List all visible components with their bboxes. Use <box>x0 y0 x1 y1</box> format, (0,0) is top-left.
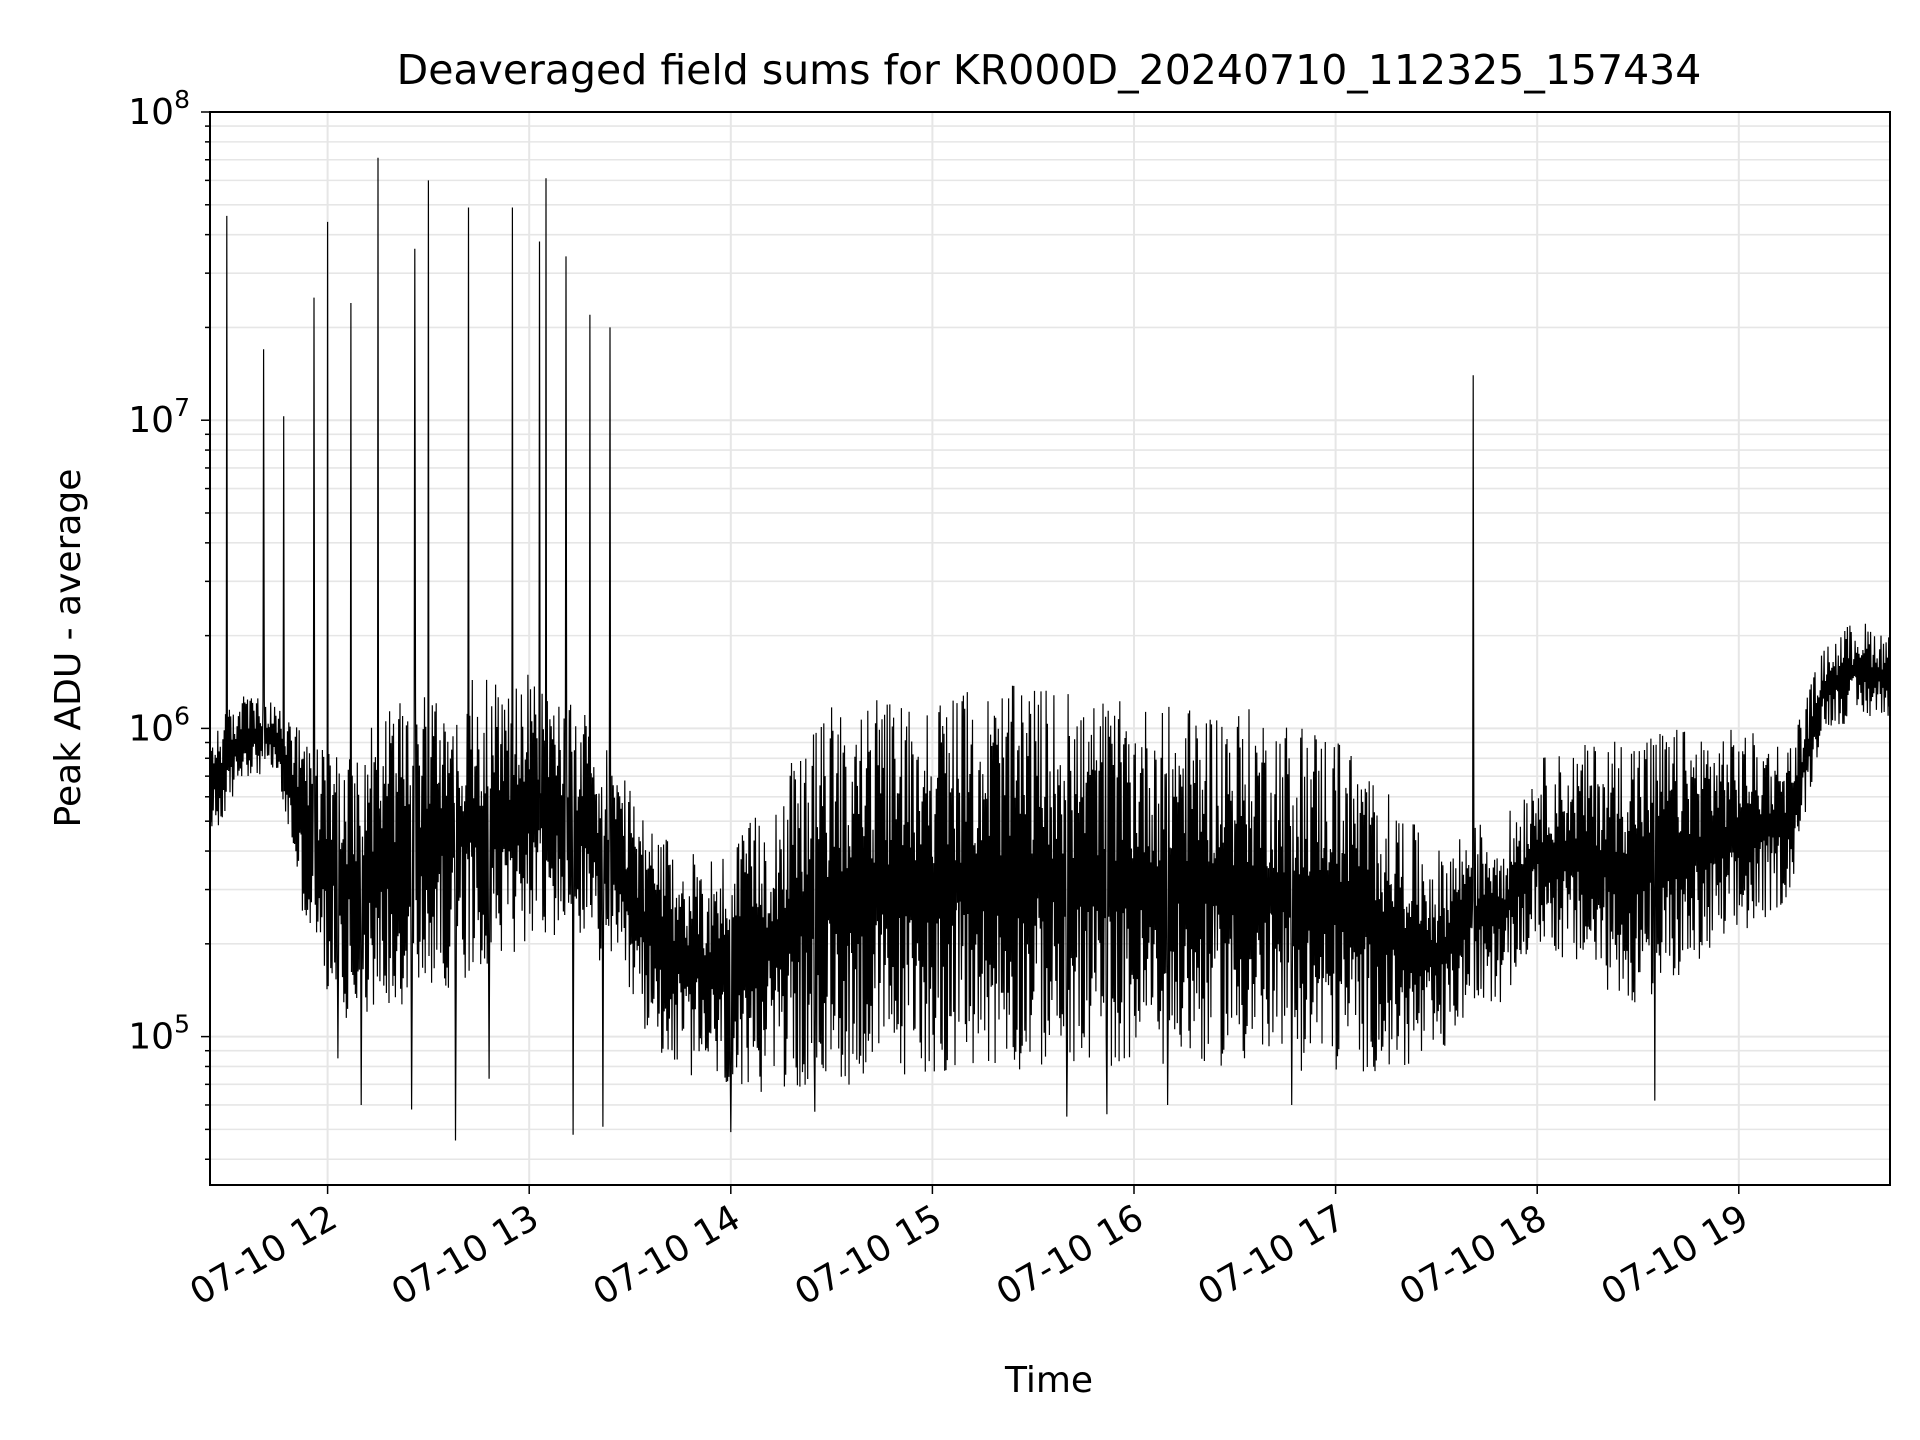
y-tick-base: 10 <box>128 708 174 749</box>
y-tick-label: 107 <box>128 393 190 441</box>
y-axis-label: Peak ADU - average <box>48 469 89 828</box>
y-tick-base: 10 <box>128 400 174 441</box>
x-axis-label: Time <box>1004 1360 1093 1401</box>
series <box>209 157 1891 1141</box>
series-line <box>209 157 1891 1141</box>
y-tick-label: 105 <box>128 1010 190 1058</box>
y-tick-base: 10 <box>128 1017 174 1058</box>
y-tick-base: 10 <box>128 92 174 133</box>
y-tick-label: 106 <box>128 701 190 749</box>
y-tick-exponent: 6 <box>174 701 190 730</box>
plot-frame <box>209 111 1891 1186</box>
y-tick-label: 108 <box>128 85 190 133</box>
y-tick-exponent: 7 <box>174 393 190 422</box>
chart-title: Deaveraged field sums for KR000D_2024071… <box>397 46 1702 94</box>
y-tick-exponent: 5 <box>174 1010 190 1039</box>
y-tick-exponent: 8 <box>174 85 190 114</box>
